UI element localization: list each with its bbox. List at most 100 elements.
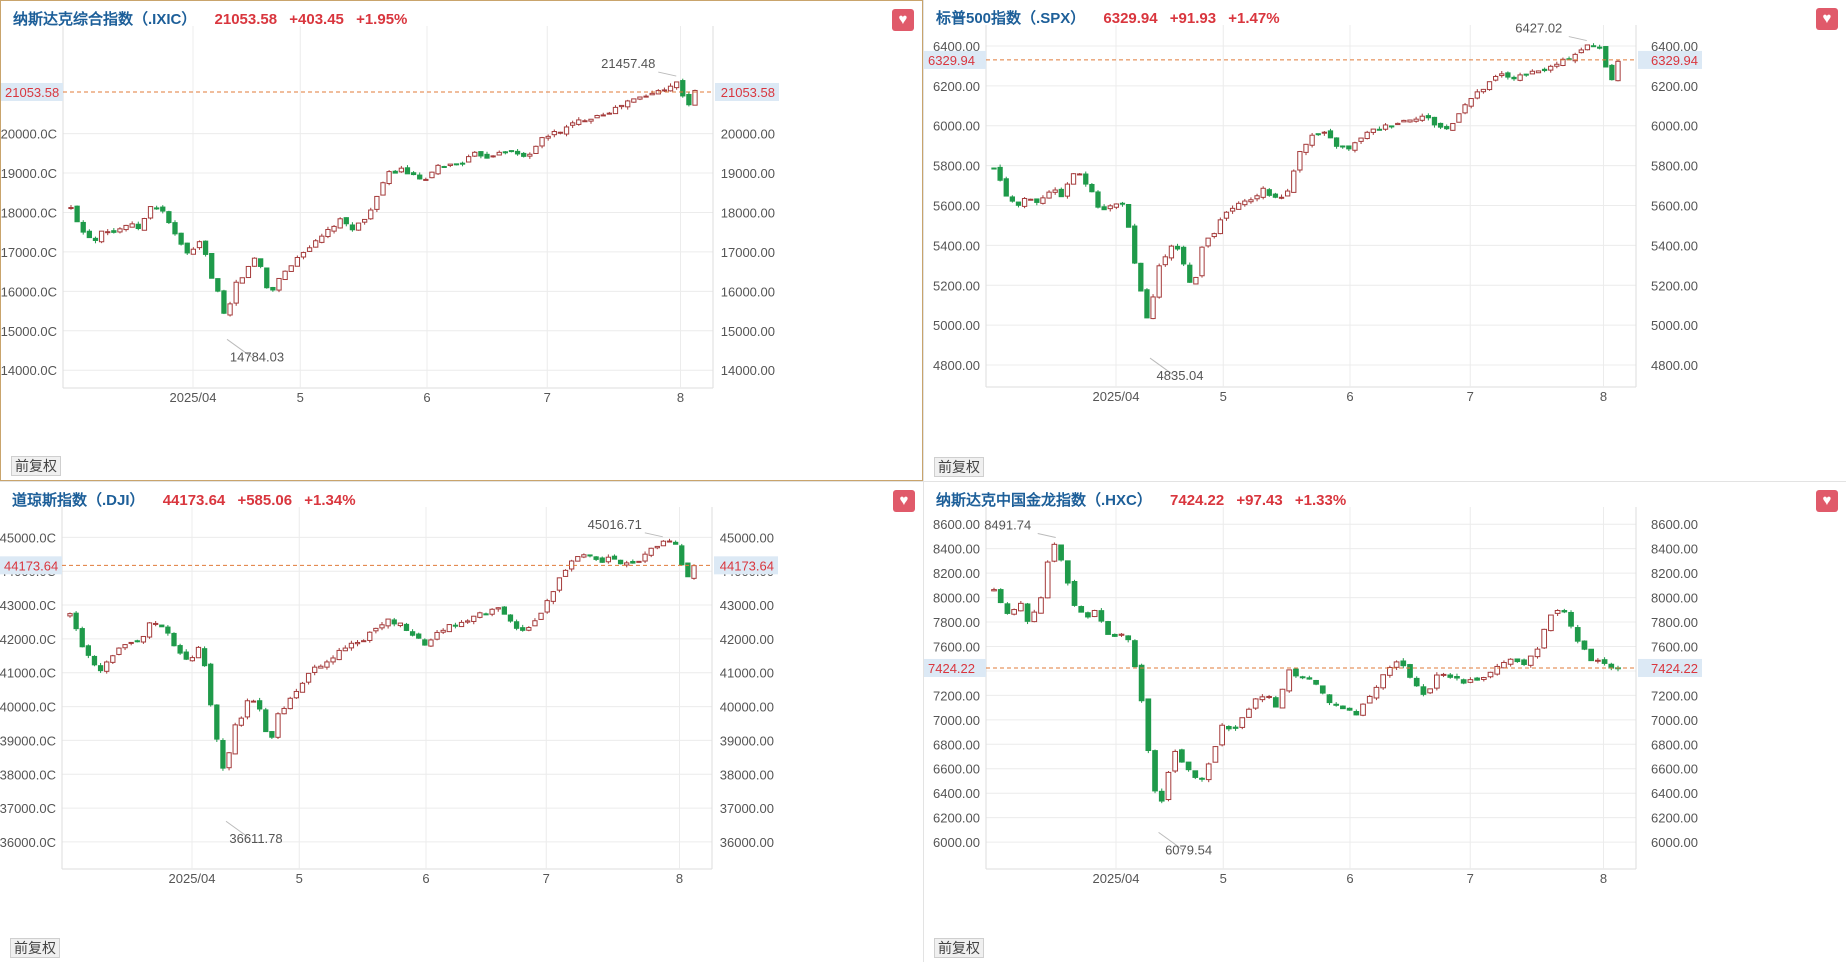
candle-body bbox=[123, 224, 129, 231]
candle-body bbox=[1306, 677, 1313, 680]
current-price-box-right bbox=[1638, 658, 1702, 677]
candle-body bbox=[1011, 609, 1017, 615]
candle-body bbox=[1205, 237, 1211, 247]
candle-body bbox=[86, 230, 92, 239]
candle-body bbox=[562, 569, 569, 577]
y-tick-label-left: 41000.0C bbox=[0, 666, 56, 681]
candle-body bbox=[177, 645, 183, 654]
candle-body bbox=[1514, 658, 1521, 663]
candle-body bbox=[617, 559, 624, 565]
candle-body bbox=[1297, 151, 1303, 171]
candle-body bbox=[582, 120, 588, 123]
candle-body bbox=[129, 223, 135, 228]
candlestick-chart[interactable]: 36000.0C 36000.00 37000.0C 37000.00 38000.0C… bbox=[0, 482, 923, 963]
candle-body bbox=[361, 640, 367, 643]
candlestick-chart[interactable]: 14000.0C 14000.00 15000.0C 15000.00 16000.0C… bbox=[1, 1, 924, 482]
x-tick-label: 8 bbox=[677, 390, 684, 405]
candle-body bbox=[92, 237, 99, 241]
candle-body bbox=[1437, 122, 1444, 128]
chart-panel-ixic[interactable]: 纳斯达克综合指数（.IXIC） 21053.58 +403.45 +1.95% … bbox=[0, 0, 923, 481]
x-tick-label: 2025/04 bbox=[1093, 871, 1140, 886]
candle-body bbox=[556, 577, 563, 591]
y-tick-label-left: 14000.0C bbox=[1, 363, 57, 378]
candle-body bbox=[147, 206, 154, 219]
candle-body bbox=[575, 556, 581, 562]
candle-body bbox=[1511, 76, 1517, 80]
index-name[interactable]: 道琼斯指数（.DJI） bbox=[12, 492, 145, 509]
candle-body bbox=[637, 96, 643, 100]
candle-body bbox=[625, 100, 631, 108]
index-name[interactable]: 标普500指数（.SPX） bbox=[936, 10, 1086, 27]
y-tick-label-right: 37000.00 bbox=[720, 801, 774, 816]
y-tick-label-right: 36000.00 bbox=[720, 835, 774, 850]
candle-body bbox=[1340, 705, 1346, 710]
candle-body bbox=[276, 277, 282, 291]
adjust-mode-badge[interactable]: 前复权 bbox=[11, 456, 61, 476]
candle-body bbox=[1474, 677, 1480, 681]
candle-body bbox=[98, 230, 105, 243]
candle-body bbox=[581, 554, 587, 558]
heart-icon[interactable]: ♥ bbox=[1816, 8, 1838, 30]
heart-icon[interactable]: ♥ bbox=[893, 490, 915, 512]
chart-panel-spx[interactable]: 标普500指数（.SPX） 6329.94 +91.93 +1.47% ♥ 48… bbox=[923, 0, 1846, 481]
x-tick-label: 7 bbox=[543, 871, 550, 886]
candle-body bbox=[153, 622, 159, 625]
candle-body bbox=[1187, 264, 1193, 283]
heart-icon[interactable]: ♥ bbox=[892, 9, 914, 31]
annotation-label: 14784.03 bbox=[230, 349, 284, 364]
candle-body bbox=[441, 165, 447, 168]
y-tick-label-right: 16000.00 bbox=[721, 284, 775, 299]
candle-body bbox=[416, 633, 422, 639]
chart-panel-hxc[interactable]: 纳斯达克中国金龙指数（.HXC） 7424.22 +97.43 +1.33% ♥… bbox=[923, 481, 1846, 962]
candle-body bbox=[281, 707, 287, 715]
candle-body bbox=[227, 303, 233, 316]
chart-panel-dji[interactable]: 道琼斯指数（.DJI） 44173.64 +585.06 +1.34% ♥ 36… bbox=[0, 481, 923, 962]
candle-body bbox=[134, 640, 140, 643]
candle-body bbox=[1242, 200, 1248, 206]
candle-body bbox=[490, 155, 496, 158]
candle-body bbox=[209, 253, 215, 279]
candle-body bbox=[649, 92, 655, 96]
candle-body bbox=[465, 620, 471, 623]
y-tick-label-left: 40000.0C bbox=[0, 700, 56, 715]
candle-body bbox=[434, 631, 440, 640]
index-name[interactable]: 纳斯达克综合指数（.IXIC） bbox=[13, 11, 197, 28]
y-tick-label-right: 8000.00 bbox=[1651, 591, 1698, 606]
candle-body bbox=[264, 267, 270, 289]
candle-body bbox=[325, 228, 331, 238]
adjust-mode-badge[interactable]: 前复权 bbox=[934, 938, 984, 958]
candle-body bbox=[1313, 679, 1319, 685]
y-tick-label-left: 4800.00 bbox=[933, 358, 980, 373]
index-change-pct: +1.95% bbox=[356, 11, 408, 28]
candle-body bbox=[1486, 81, 1493, 91]
current-price-label-left: 7424.22 bbox=[928, 661, 975, 676]
candle-body bbox=[489, 608, 495, 615]
annotation-leader bbox=[226, 338, 253, 358]
candle-body bbox=[116, 647, 122, 655]
candle-body bbox=[1150, 296, 1156, 320]
candlestick-chart[interactable]: 6000.00 6000.00 6200.00 6200.00 6400.00 6400.… bbox=[924, 482, 1846, 963]
candle-body bbox=[1211, 233, 1217, 238]
heart-icon[interactable]: ♥ bbox=[1816, 490, 1838, 512]
index-name[interactable]: 纳斯达克中国金龙指数（.HXC） bbox=[936, 492, 1152, 509]
adjust-mode-badge[interactable]: 前复权 bbox=[10, 938, 60, 958]
candle-body bbox=[1229, 207, 1236, 212]
candle-body bbox=[111, 230, 117, 233]
annotation-label: 36611.78 bbox=[229, 831, 282, 846]
candle-body bbox=[1494, 665, 1501, 675]
candle-body bbox=[201, 648, 208, 667]
candle-body bbox=[570, 122, 576, 126]
candle-body bbox=[447, 163, 453, 166]
candle-body bbox=[1431, 116, 1438, 126]
candlestick-chart[interactable]: 4800.00 4800.00 5000.00 5000.00 5200.00 5200.… bbox=[924, 0, 1846, 481]
candle-body bbox=[1360, 703, 1366, 716]
candle-body bbox=[539, 137, 545, 147]
y-tick-label-left: 6200.00 bbox=[933, 79, 980, 94]
candle-body bbox=[135, 223, 141, 230]
candle-body bbox=[600, 114, 606, 117]
y-tick-label-right: 6200.00 bbox=[1651, 79, 1698, 94]
adjust-mode-badge[interactable]: 前复权 bbox=[934, 457, 984, 477]
candle-body bbox=[91, 655, 98, 666]
candle-body bbox=[1091, 609, 1098, 618]
candle-body bbox=[1534, 648, 1541, 658]
